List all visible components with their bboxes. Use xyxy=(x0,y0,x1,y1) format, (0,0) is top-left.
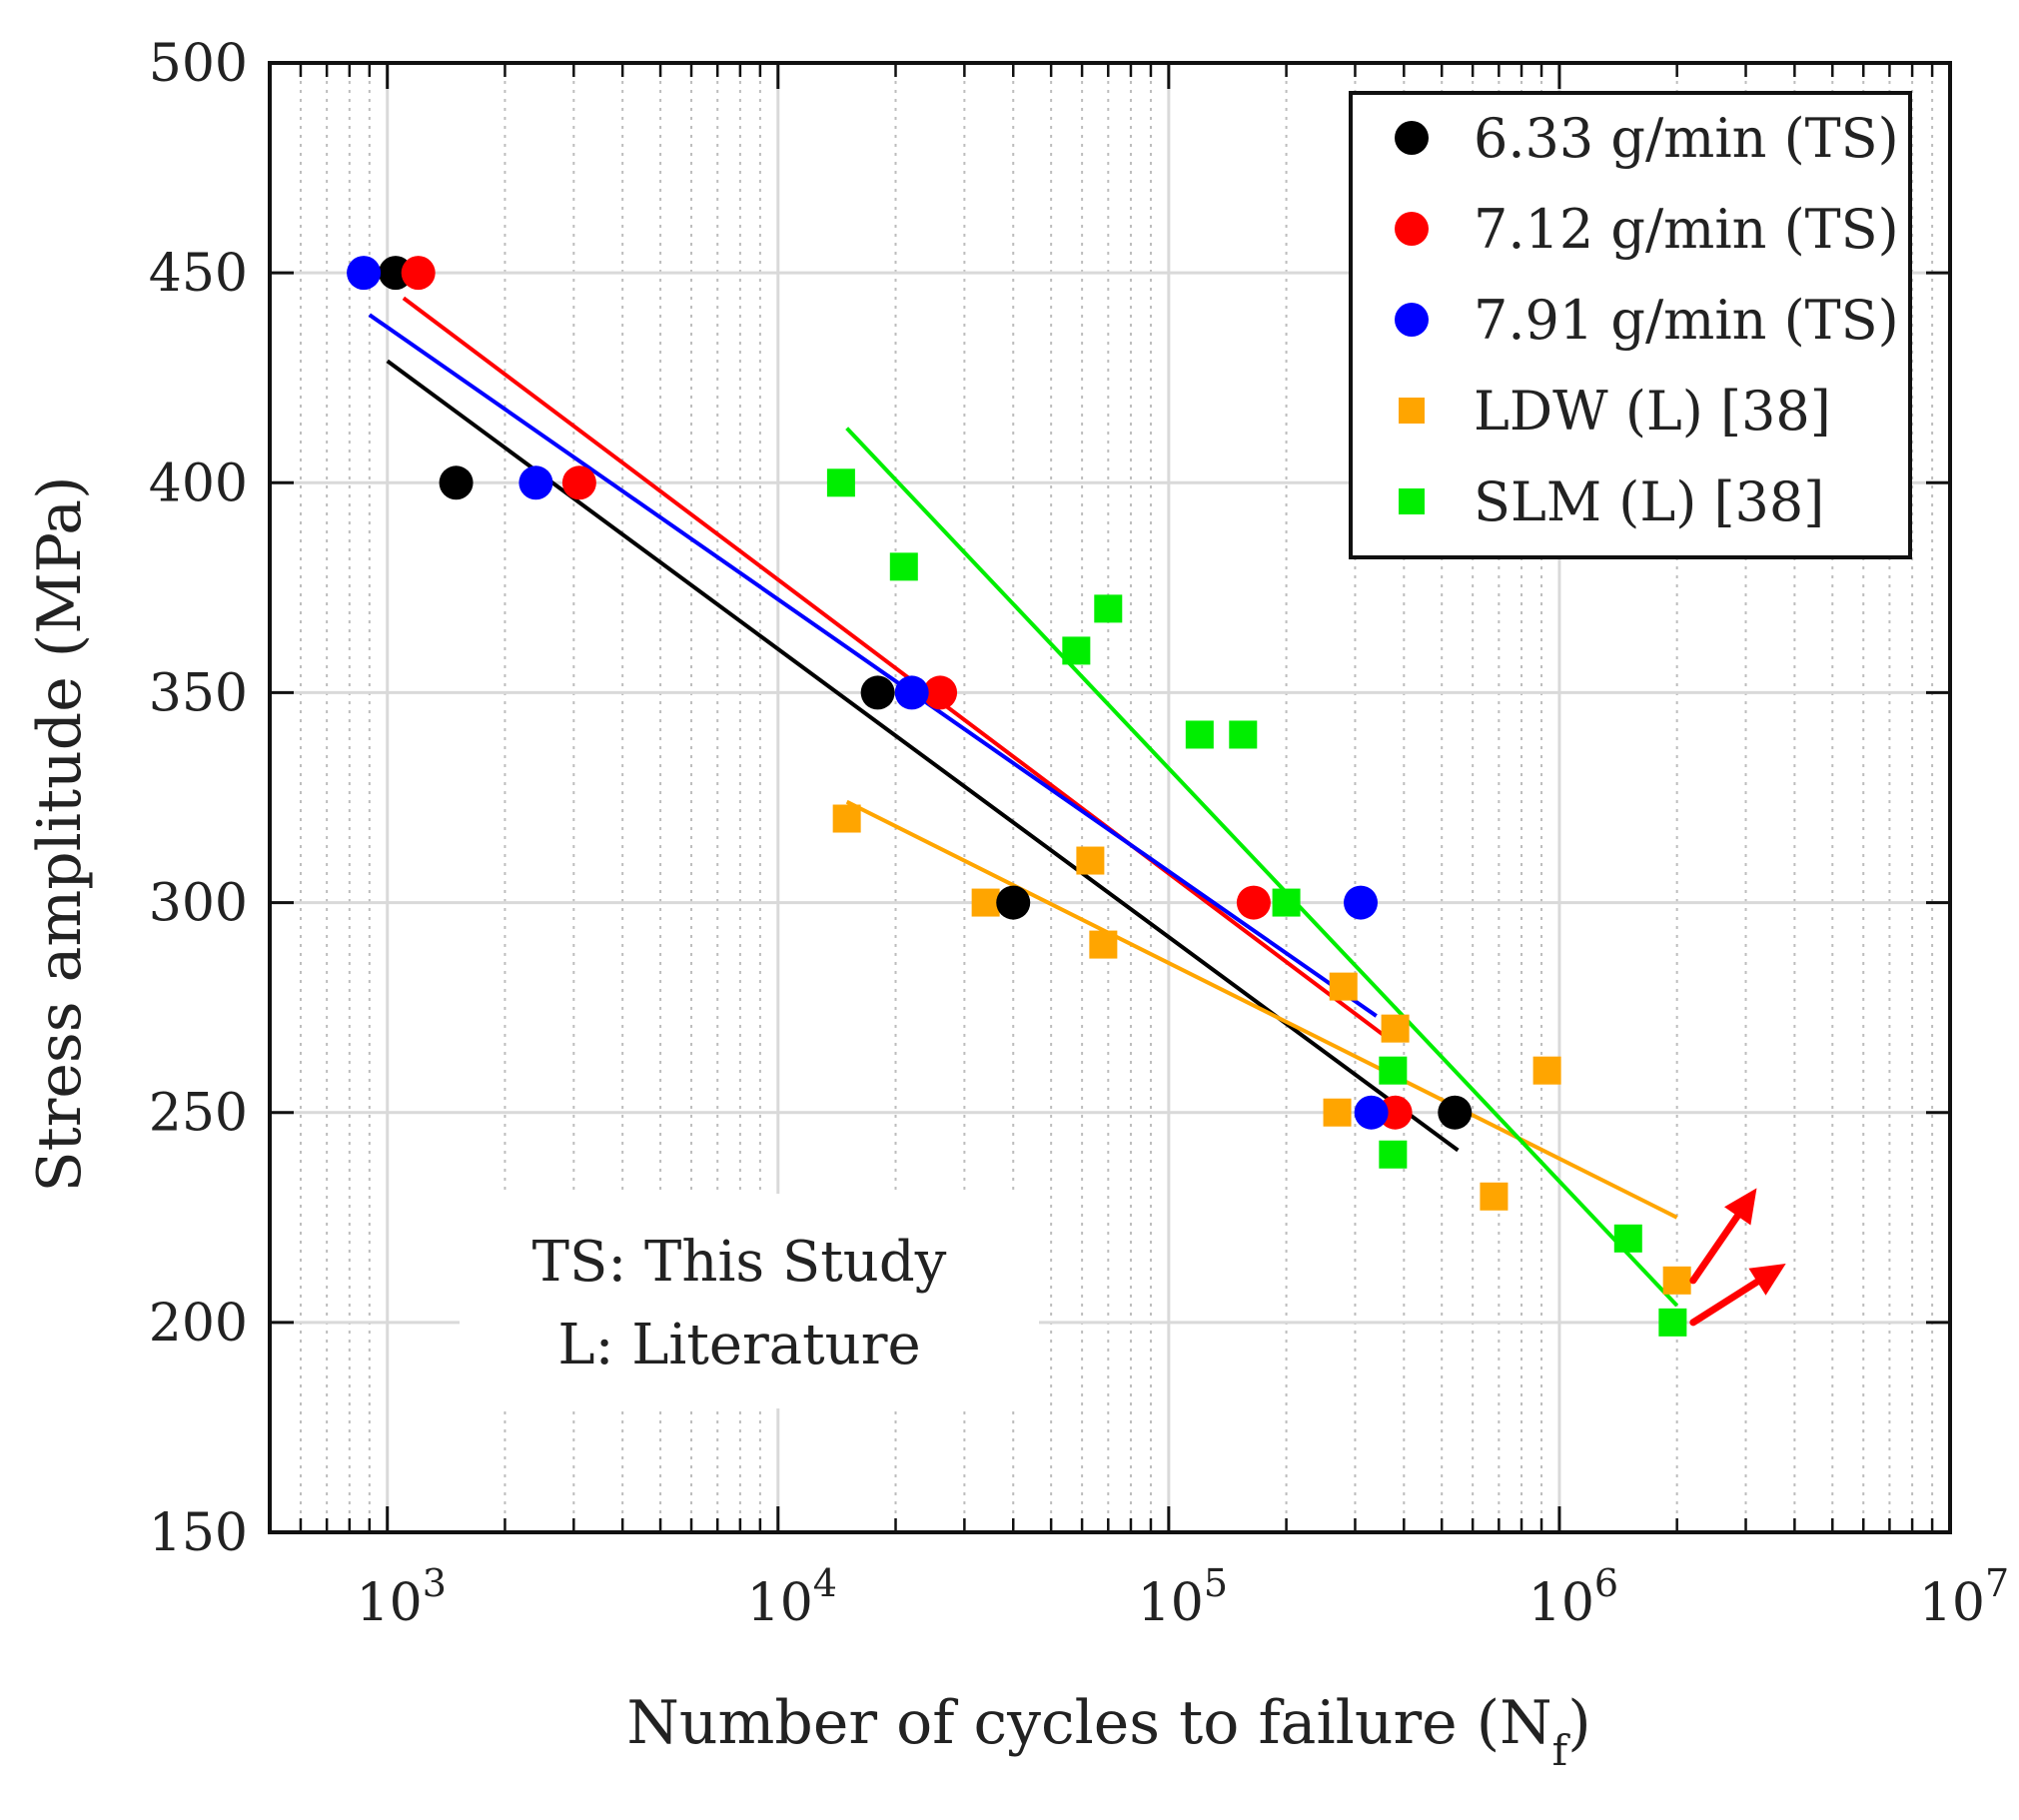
data-point-square xyxy=(1532,1056,1561,1085)
x-tick-exponent: 4 xyxy=(813,1561,837,1605)
data-point-circle xyxy=(439,465,474,500)
fit-line xyxy=(845,799,1678,1220)
x-tick-exponent: 5 xyxy=(1204,1561,1228,1605)
y-tick-label: 500 xyxy=(149,34,248,94)
data-point-square xyxy=(826,468,855,497)
runout-arrow-head xyxy=(1724,1188,1757,1226)
data-point-square xyxy=(1089,930,1118,959)
data-point-circle xyxy=(1344,885,1379,920)
legend-marker-circle xyxy=(1395,121,1429,155)
data-point-circle xyxy=(996,885,1031,920)
data-point-square xyxy=(1076,846,1105,875)
data-point-circle xyxy=(1354,1095,1389,1130)
x-tick-exponent: 6 xyxy=(1594,1561,1618,1605)
y-axis-title: Stress amplitude (MPa) xyxy=(25,476,95,1193)
x-tick-label: 103 xyxy=(357,1561,447,1633)
data-point-square xyxy=(1480,1182,1509,1211)
runout-arrow-shaft xyxy=(1689,1278,1761,1327)
legend-marker-circle xyxy=(1395,212,1429,246)
data-points xyxy=(347,256,1691,1337)
fit-line xyxy=(402,296,1388,1039)
data-point-circle xyxy=(1378,1095,1413,1130)
data-point-circle xyxy=(894,675,929,710)
x-tick-exponent: 7 xyxy=(1985,1561,2009,1605)
data-point-circle xyxy=(518,465,553,500)
legend: 6.33 g/min (TS) 7.12 g/min (TS) 7.91 g/min… xyxy=(1349,91,1912,559)
legend-label: LDW (L) [38] xyxy=(1474,380,1831,443)
legend-box xyxy=(1349,91,1912,559)
x-tick-label: 107 xyxy=(1919,1561,2009,1633)
x-axis-title-close: ) xyxy=(1567,1688,1590,1758)
legend-marker-circle xyxy=(1395,303,1429,337)
x-tick-label: 106 xyxy=(1528,1561,1618,1633)
data-point-circle xyxy=(860,675,895,710)
x-axis-title-main: Number of cycles to failure (N xyxy=(626,1688,1551,1758)
fit-line xyxy=(845,427,1679,1308)
data-point-circle xyxy=(1236,885,1271,920)
fit-line xyxy=(368,313,1378,1018)
y-tick-label: 350 xyxy=(149,663,248,723)
data-point-circle xyxy=(1438,1095,1473,1130)
x-tick-base: 10 xyxy=(1138,1573,1204,1633)
x-tick-base: 10 xyxy=(1528,1573,1594,1633)
y-tick-label: 200 xyxy=(149,1294,248,1354)
y-tick-label: 300 xyxy=(149,874,248,934)
legend-label: 7.91 g/min (TS) xyxy=(1474,289,1899,352)
y-tick-label: 450 xyxy=(149,244,248,304)
data-point-square xyxy=(1381,1014,1410,1043)
data-point-square xyxy=(889,552,918,581)
legend-label: 6.33 g/min (TS) xyxy=(1474,107,1899,170)
data-point-square xyxy=(832,804,861,833)
runout-arrows xyxy=(1689,1188,1786,1327)
runout-arrow-head xyxy=(1748,1264,1786,1296)
data-point-square xyxy=(1229,720,1258,749)
legend-marker-square xyxy=(1399,488,1425,514)
data-point-square xyxy=(971,888,1000,917)
data-point-circle xyxy=(923,675,958,710)
data-point-square xyxy=(1094,594,1123,623)
note-line-1: TS: This Study xyxy=(532,1230,947,1295)
data-point-square xyxy=(1272,888,1301,917)
x-axis-title: Number of cycles to failure (Nf) xyxy=(626,1688,1590,1775)
x-tick-label: 105 xyxy=(1138,1561,1228,1633)
data-point-square xyxy=(1323,1098,1352,1127)
x-tick-base: 10 xyxy=(1919,1573,1985,1633)
data-point-circle xyxy=(561,465,596,500)
x-tick-base: 10 xyxy=(747,1573,813,1633)
legend-label: SLM (L) [38] xyxy=(1474,470,1824,533)
y-tick-label: 150 xyxy=(149,1503,248,1563)
data-point-square xyxy=(1662,1266,1691,1295)
plot-frame xyxy=(268,61,1952,1534)
data-point-square xyxy=(1379,1140,1408,1169)
legend-label: 7.12 g/min (TS) xyxy=(1474,198,1899,261)
x-axis-title-subscript: f xyxy=(1552,1726,1571,1775)
x-tick-base: 10 xyxy=(357,1573,423,1633)
note-line-2: L: Literature xyxy=(557,1313,920,1377)
x-tick-exponent: 3 xyxy=(423,1561,447,1605)
data-point-square xyxy=(1613,1224,1642,1253)
data-point-circle xyxy=(401,256,436,291)
data-point-square xyxy=(1329,972,1358,1001)
note-box: TS: This Study L: Literature xyxy=(460,1194,1039,1408)
data-point-square xyxy=(1062,636,1091,665)
data-point-square xyxy=(1185,720,1214,749)
note-background xyxy=(460,1194,1039,1408)
legend-marker-square xyxy=(1399,398,1425,424)
data-point-square xyxy=(1379,1056,1408,1085)
data-point-square xyxy=(1658,1308,1687,1337)
x-tick-label: 104 xyxy=(747,1561,837,1633)
runout-arrow-shaft xyxy=(1689,1212,1741,1285)
y-tick-label: 250 xyxy=(149,1084,248,1144)
data-point-circle xyxy=(347,256,382,291)
axis-ticks xyxy=(268,61,1952,1534)
y-tick-label: 400 xyxy=(149,454,248,513)
